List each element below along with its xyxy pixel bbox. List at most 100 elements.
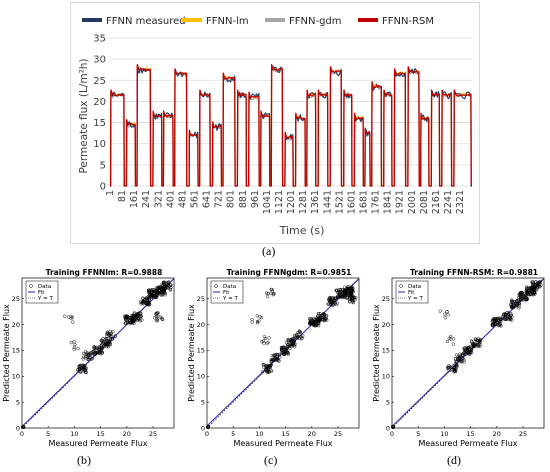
data-point — [72, 340, 76, 344]
data-point — [84, 349, 88, 354]
data-point — [463, 346, 467, 350]
data-point — [125, 314, 129, 318]
regression-plot-ffnnlm: Training FFNNlm: R=0.9888 0 5 10 15 20 25 0 5 10 1… — [2, 268, 175, 448]
scatter-legend-box — [25, 280, 59, 304]
data-point — [206, 424, 210, 429]
data-point — [491, 322, 495, 326]
data-point — [275, 358, 279, 362]
x-tick-label-1681: 1681 — [359, 190, 370, 214]
x-tick-label-15: 15 — [466, 430, 474, 438]
data-point — [103, 343, 107, 347]
data-point — [282, 346, 287, 350]
y-tick-label-5: 5 — [201, 398, 205, 406]
data-point — [142, 300, 146, 304]
x-tick-label-1921: 1921 — [395, 190, 406, 214]
data-point — [511, 300, 515, 305]
data-point — [312, 317, 317, 322]
data-point — [71, 320, 75, 324]
data-point — [451, 342, 456, 346]
data-point — [81, 355, 86, 359]
data-point — [299, 337, 304, 341]
data-point — [333, 296, 337, 300]
chart-a-y-tick-labels: 0 5 10 15 20 25 30 35 — [93, 34, 106, 193]
data-point — [277, 359, 281, 363]
data-point — [452, 368, 457, 373]
data-point — [108, 342, 112, 346]
data-point — [286, 342, 290, 347]
data-point — [465, 349, 469, 353]
y-tick-label-15: 15 — [12, 347, 20, 355]
data-point — [301, 334, 305, 338]
data-point — [85, 357, 89, 361]
y-tick-label-0: 0 — [201, 424, 205, 432]
x-tick-label-1521: 1521 — [334, 190, 345, 214]
y-tick-label-25: 25 — [12, 295, 20, 303]
scatter-legend-box — [395, 280, 429, 304]
data-point — [350, 298, 354, 302]
x-tick-label-401: 401 — [165, 190, 176, 208]
x-tick-label-2241: 2241 — [443, 190, 454, 214]
x-tick-label-1121: 1121 — [274, 190, 285, 214]
x-tick-label-81: 81 — [117, 190, 128, 202]
data-point — [328, 302, 332, 306]
data-point — [524, 285, 529, 289]
data-point — [138, 319, 142, 323]
data-point — [443, 312, 447, 316]
data-point — [327, 302, 331, 306]
data-point — [349, 297, 354, 302]
data-point — [510, 300, 514, 304]
y-tick-label-15: 15 — [197, 347, 205, 355]
data-point — [447, 364, 451, 368]
data-point — [105, 330, 110, 334]
data-point — [82, 369, 86, 373]
y-tick-label-5: 5 — [386, 398, 390, 406]
data-point — [470, 350, 474, 355]
data-point — [461, 356, 465, 361]
data-point — [536, 283, 540, 288]
data-point — [150, 288, 154, 292]
data-point — [517, 292, 521, 296]
y-tick-label-0: 0 — [16, 424, 20, 432]
data-point — [78, 363, 83, 367]
chart-a-background — [70, 2, 480, 244]
data-point — [300, 336, 304, 340]
data-point — [324, 314, 328, 318]
x-tick-label-2081: 2081 — [419, 190, 430, 214]
chart-a-legend: FFNN measured FFNN-lm FFNN-gdm FFNN-RSM — [82, 16, 434, 27]
data-point — [350, 286, 355, 290]
data-point — [457, 354, 462, 358]
data-point — [147, 297, 151, 301]
data-point — [342, 291, 346, 295]
data-point — [322, 312, 326, 316]
data-point — [108, 329, 112, 334]
x-tick-label-1281: 1281 — [298, 190, 309, 214]
panel-label-d: (d) — [447, 453, 461, 467]
data-point — [504, 317, 509, 321]
chart-a-x-tick-labels: 1 81 161 241 321 401 481 561 641 721 801 881 961 1041… — [105, 190, 466, 214]
data-point — [336, 295, 340, 299]
x-tick-label-1761: 1761 — [371, 190, 382, 214]
data-point — [265, 341, 269, 345]
x-tick-label-15: 15 — [281, 430, 289, 438]
x-tick-label-5: 5 — [416, 430, 420, 438]
data-point — [328, 296, 333, 300]
regression-plot-ffnn-rsm: Training FFNN-RSM: R=0.9881 0 5 10 15 20 25 0 5 1… — [372, 268, 545, 448]
data-point — [528, 293, 532, 297]
data-point — [149, 289, 154, 294]
data-point — [155, 295, 159, 300]
data-point — [113, 334, 117, 338]
data-point — [147, 293, 151, 298]
data-point — [140, 300, 145, 304]
data-point — [346, 286, 350, 291]
data-point — [517, 304, 521, 309]
legend-marker-data — [399, 284, 403, 288]
scatter-points — [20, 280, 173, 430]
x-tick-label-5: 5 — [46, 430, 50, 438]
x-tick-label-721: 721 — [214, 190, 225, 208]
data-point — [156, 314, 160, 319]
x-tick-label-0: 0 — [205, 430, 209, 438]
data-point — [461, 351, 465, 356]
data-point — [496, 316, 500, 321]
